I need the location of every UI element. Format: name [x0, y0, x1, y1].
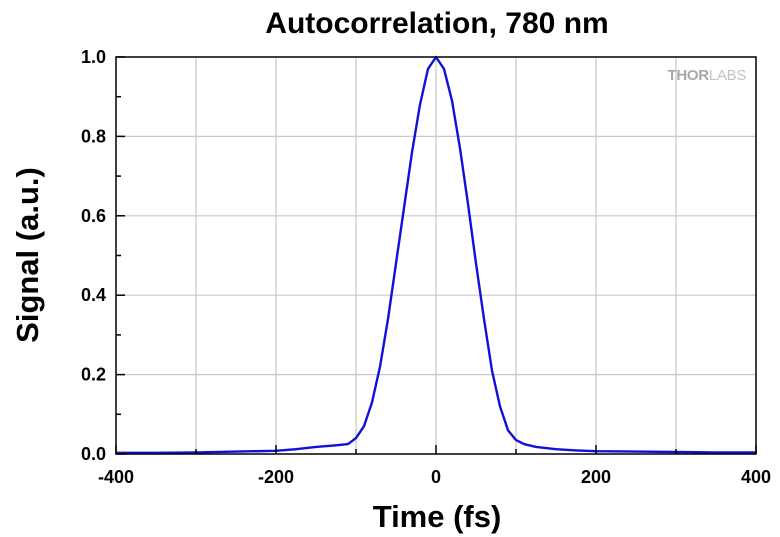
x-tick-label: -400	[98, 467, 134, 487]
y-tick-label: 0.6	[81, 206, 106, 226]
ticks	[115, 56, 757, 455]
thorlabs-logo: THORLABS	[668, 67, 747, 84]
x-tick-labels: -400 -200 0 200 400	[98, 467, 771, 487]
y-tick-label: 0.4	[81, 285, 106, 305]
x-tick-label: 0	[431, 467, 441, 487]
chart-title: Autocorrelation, 780 nm	[265, 7, 608, 40]
y-tick-label: 1.0	[81, 47, 106, 67]
x-tick-label: 200	[581, 467, 611, 487]
x-tick-label: -200	[258, 467, 294, 487]
x-tick-label: 400	[741, 467, 771, 487]
y-axis-label: Signal (a.u.)	[10, 167, 45, 343]
y-tick-label: 0.0	[81, 444, 106, 464]
y-tick-label: 0.8	[81, 126, 106, 146]
grid	[116, 57, 756, 454]
y-tick-label: 0.2	[81, 365, 106, 385]
y-tick-labels: 0.0 0.2 0.4 0.6 0.8 1.0	[81, 47, 106, 464]
x-axis-label: Time (fs)	[373, 499, 502, 534]
